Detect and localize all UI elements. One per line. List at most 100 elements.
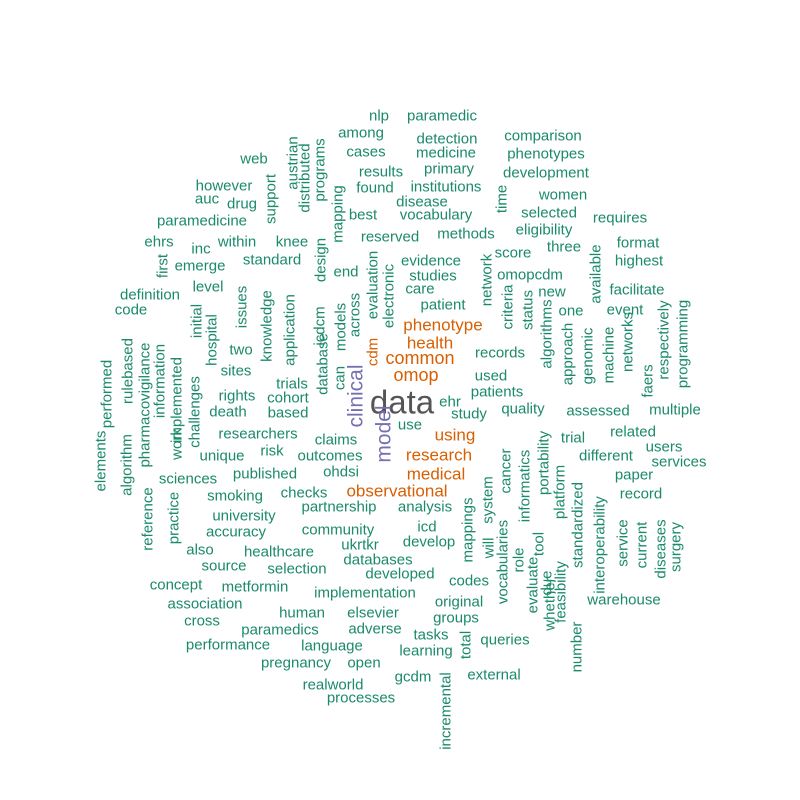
word-service: service — [614, 519, 632, 567]
word-initial: initial — [188, 303, 206, 339]
word-evaluation: evaluation — [364, 250, 382, 320]
word-can: can — [331, 365, 349, 391]
word-healthcare: healthcare — [243, 543, 315, 561]
word-records: records — [474, 344, 526, 362]
word-database: database — [314, 333, 332, 395]
word-interoperability: interoperability — [591, 496, 609, 594]
word-pharmacovigilance: pharmacovigilance — [136, 342, 154, 468]
word-requires: requires — [592, 209, 648, 227]
word-cancer: cancer — [497, 448, 515, 494]
word-performed: performed — [98, 359, 116, 429]
word-metformin: metformin — [221, 578, 289, 596]
word-incremental: incremental — [437, 672, 455, 750]
word-challenges: challenges — [186, 376, 204, 448]
word-paper: paper — [614, 466, 654, 484]
word-groups: groups — [433, 609, 479, 627]
word-ohdsi: ohdsi — [323, 463, 359, 481]
word-learning: learning — [399, 642, 453, 660]
word-original: original — [434, 593, 484, 611]
word-source: source — [201, 557, 247, 575]
word-pregnancy: pregnancy — [260, 654, 332, 672]
word-smoking: smoking — [207, 487, 263, 505]
word-used: used — [474, 367, 508, 385]
word-system: system — [479, 476, 497, 524]
word-study: study — [451, 405, 487, 423]
word-primary: primary — [423, 160, 475, 178]
word-paramedicine: paramedicine — [156, 212, 248, 230]
word-current: current — [633, 521, 651, 569]
word-performance: performance — [185, 636, 271, 654]
word-concept: concept — [149, 576, 203, 594]
word-web: web — [240, 150, 268, 168]
word-ukrtkr: ukrtkr — [341, 536, 379, 554]
word-rights: rights — [218, 387, 256, 405]
word-implementation: implementation — [314, 584, 416, 602]
word-respectively: respectively — [655, 300, 673, 380]
word-use: use — [397, 416, 423, 434]
word-reference: reference — [139, 487, 157, 551]
word-services: services — [651, 453, 707, 471]
word-emerge: emerge — [174, 257, 226, 275]
word-gcdm: gcdm — [394, 668, 432, 686]
word-first: first — [154, 253, 172, 279]
word-develop: develop — [402, 533, 456, 551]
word-observational: observational — [346, 481, 448, 501]
word-within: within — [217, 233, 257, 251]
word-rulebased: rulebased — [119, 338, 137, 404]
word-accuracy: accuracy — [205, 523, 267, 541]
word-platform: platform — [551, 464, 569, 520]
word-practice: practice — [165, 491, 183, 545]
word-checks: checks — [280, 484, 328, 502]
word-based: based — [267, 404, 309, 422]
word-portability: portability — [535, 430, 553, 496]
word-external: external — [467, 666, 521, 684]
word-tasks: tasks — [413, 626, 449, 644]
word-score: score — [494, 244, 532, 262]
word-information: information — [151, 343, 169, 419]
word-trials: trials — [276, 375, 308, 393]
word-surgery: surgery — [667, 521, 685, 573]
word-phenotypes: phenotypes — [507, 145, 585, 163]
word-common: common — [385, 348, 455, 368]
word-codes: codes — [448, 572, 490, 590]
word-number: number — [568, 621, 586, 673]
word-distributed: distributed — [296, 143, 314, 213]
word-among: among — [338, 124, 384, 142]
word-research: research — [405, 445, 473, 465]
word-phenotype: phenotype — [403, 315, 483, 335]
word-issues: issues — [233, 285, 251, 329]
word-genomic: genomic — [579, 327, 597, 385]
word-icd: icd — [417, 518, 437, 536]
word-format: format — [616, 234, 660, 252]
word-inc: inc — [191, 240, 211, 258]
word-sciences: sciences — [158, 470, 218, 488]
word-omop: omop — [393, 365, 439, 385]
word-using: using — [434, 425, 476, 445]
word-algorithms: algorithms — [538, 299, 556, 369]
word-different: different — [579, 447, 633, 465]
word-trial: trial — [560, 429, 586, 447]
word-association: association — [167, 595, 243, 613]
word-status: status — [519, 289, 537, 331]
word-level: level — [192, 278, 224, 296]
word-unique: unique — [199, 447, 245, 465]
word-development: development — [503, 164, 589, 182]
word-faers: faers — [639, 364, 657, 398]
word-ehrs: ehrs — [144, 233, 174, 251]
word-medical: medical — [406, 464, 466, 484]
word-time: time — [493, 184, 511, 214]
word-care: care — [405, 280, 435, 298]
word-approach: approach — [559, 322, 577, 386]
word-mapping: mapping — [329, 185, 347, 243]
word-informatics: informatics — [516, 449, 534, 523]
word-model: model — [372, 405, 396, 463]
word-code: code — [114, 301, 148, 319]
word-users: users — [645, 438, 683, 456]
word-support: support — [262, 173, 280, 225]
word-selected: selected — [521, 204, 577, 222]
word-feasibility: feasibility — [552, 561, 570, 623]
word-nlp: nlp — [368, 107, 390, 125]
word-language: language — [301, 637, 363, 655]
word-vocabulary: vocabulary — [399, 206, 473, 224]
